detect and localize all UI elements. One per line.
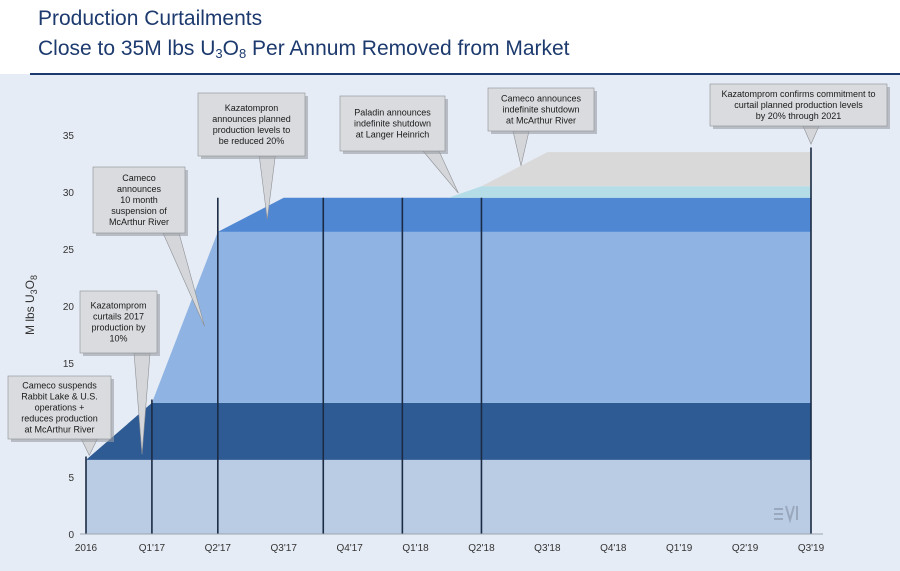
callout-text-line: announces planned xyxy=(212,114,291,124)
x-tick-label: Q1'19 xyxy=(666,543,693,554)
logo-mark-icon xyxy=(774,505,798,524)
x-tick-label: 2016 xyxy=(75,543,98,554)
callout-box xyxy=(92,166,186,234)
area-layer-4 xyxy=(217,197,812,232)
callout-box xyxy=(339,95,446,152)
page-subtitle: Close to 35M lbs U3O8 Per Annum Removed … xyxy=(38,36,570,62)
callout-box xyxy=(7,375,112,440)
subtitle-prefix: Close to 35M lbs U xyxy=(38,37,216,60)
callout-text-line: Rabbit Lake & U.S. xyxy=(21,392,98,402)
y-tick-label: 35 xyxy=(63,131,75,142)
callout-text-line: at Langer Heinrich xyxy=(356,130,430,140)
x-tick-label: Q4'17 xyxy=(336,543,363,554)
x-tick-label: Q1'18 xyxy=(402,543,429,554)
callout-text-line: 10% xyxy=(109,334,127,344)
callout-text-line: 10 month xyxy=(120,195,158,205)
callout-text-line: suspension of xyxy=(111,206,167,216)
callout-text-line: curtail planned production levels xyxy=(734,100,863,110)
vertical-markers xyxy=(85,147,812,534)
y-tick-label: 15 xyxy=(63,359,75,370)
y-tick-label: 20 xyxy=(63,302,75,313)
y-axis-label: M lbs U3O8 xyxy=(23,275,39,335)
x-tick-label: Q2'17 xyxy=(205,543,232,554)
callout-text-line: announces xyxy=(117,184,162,194)
callout-7: Kazatomprom confirms commitment tocurtai… xyxy=(709,83,890,145)
callout-text-line: at McArthur River xyxy=(506,116,576,126)
callout-text-line: production levels to xyxy=(213,125,291,135)
callout-text-line: by 20% through 2021 xyxy=(756,111,842,121)
x-tick-label: Q1'17 xyxy=(139,543,166,554)
y-tick-label: 5 xyxy=(68,473,74,484)
callout-text-line: at McArthur River xyxy=(24,425,94,435)
y-tick-label: 30 xyxy=(63,188,75,199)
callout-text-line: operations + xyxy=(35,403,85,413)
header: Production Curtailments Close to 35M lbs… xyxy=(0,0,900,74)
callout-text-line: production by xyxy=(91,323,146,333)
axes: 051015202530352016Q1'17Q2'17Q3'17Q4'17Q1… xyxy=(63,131,825,554)
callout-text-line: indefinite shutdown xyxy=(354,119,431,129)
x-tick-label: Q3'19 xyxy=(798,543,825,554)
area-layer-1 xyxy=(86,459,811,534)
x-tick-label: Q4'18 xyxy=(600,543,627,554)
area-layer-2 xyxy=(86,402,811,460)
callout-text-line: Kazatompron xyxy=(225,103,279,113)
callout-text-line: McArthur River xyxy=(109,217,169,227)
callout-box xyxy=(487,87,595,132)
callout-text-line: Kazatomprom xyxy=(90,301,146,311)
subtitle-sub2: 8 xyxy=(238,46,247,61)
title-divider xyxy=(30,73,900,75)
callout-text-line: indefinite shutdown xyxy=(502,105,579,115)
callout-text-line: Paladin announces xyxy=(354,108,431,118)
callout-text-line: Cameco xyxy=(122,173,156,183)
subtitle-suffix: Per Annum Removed from Market xyxy=(246,37,570,60)
area-layer-6 xyxy=(481,152,811,187)
callout-box xyxy=(709,83,888,127)
x-tick-label: Q2'19 xyxy=(732,543,759,554)
callout-text-line: Cameco suspends xyxy=(22,381,97,391)
y-tick-label: 25 xyxy=(63,245,75,256)
subtitle-mid: O xyxy=(222,37,239,60)
callout-box xyxy=(79,290,158,354)
x-tick-label: Q3'18 xyxy=(534,543,561,554)
callout-text-line: Kazatomprom confirms commitment to xyxy=(721,89,875,99)
y-tick-label: 0 xyxy=(68,530,74,541)
x-tick-label: Q2'18 xyxy=(468,543,495,554)
callout-text-line: be reduced 20% xyxy=(219,136,285,146)
subtitle-sub1: 3 xyxy=(215,46,223,61)
callout-text-line: reduces production xyxy=(21,414,98,424)
page-title: Production Curtailments xyxy=(38,7,263,30)
x-tick-label: Q3'17 xyxy=(271,543,298,554)
callout-text-line: Cameco announces xyxy=(501,94,582,104)
callout-text-line: curtails 2017 xyxy=(93,312,144,322)
callout-box xyxy=(197,92,306,157)
area-layers xyxy=(86,135,812,534)
area-layer-5 xyxy=(448,186,811,198)
